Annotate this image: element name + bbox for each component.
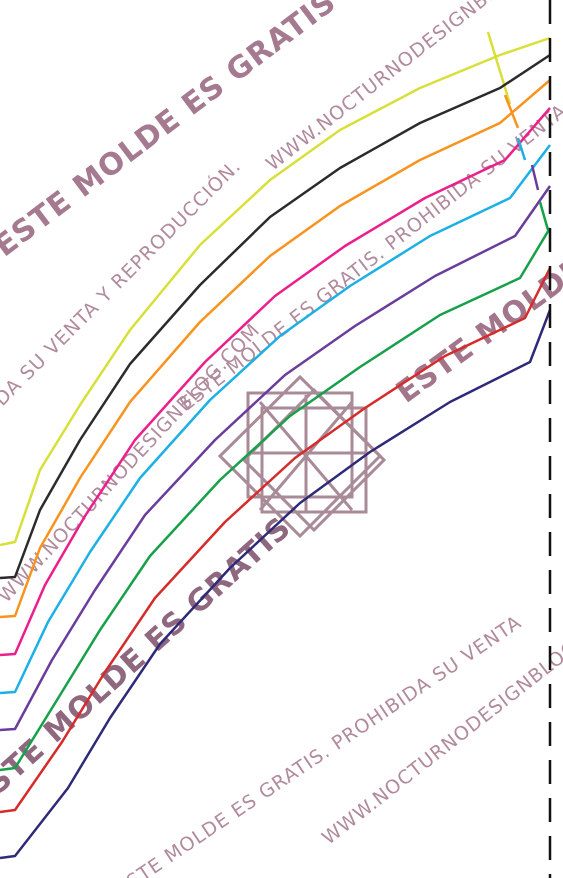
size-line-4: [0, 107, 551, 657]
logo-diag-b: [258, 401, 354, 511]
size-line-8: [0, 267, 552, 814]
size-line-3-notch: [503, 94, 520, 129]
size-line-1-notch: [486, 31, 512, 105]
size-line-2: [0, 53, 551, 580]
size-lines: [0, 31, 552, 860]
logo-square-a: [246, 391, 354, 499]
logo-square-b: [260, 406, 368, 514]
size-line-5-notch: [516, 137, 527, 161]
size-line-6-notch: [530, 164, 540, 191]
size-line-1: [0, 36, 551, 547]
size-line-9: [0, 309, 552, 860]
size-line-6: [0, 185, 552, 732]
size-line-5: [0, 144, 551, 695]
size-line-3: [0, 79, 551, 619]
size-line-7: [0, 227, 552, 772]
size-line-7-notch: [538, 201, 550, 231]
